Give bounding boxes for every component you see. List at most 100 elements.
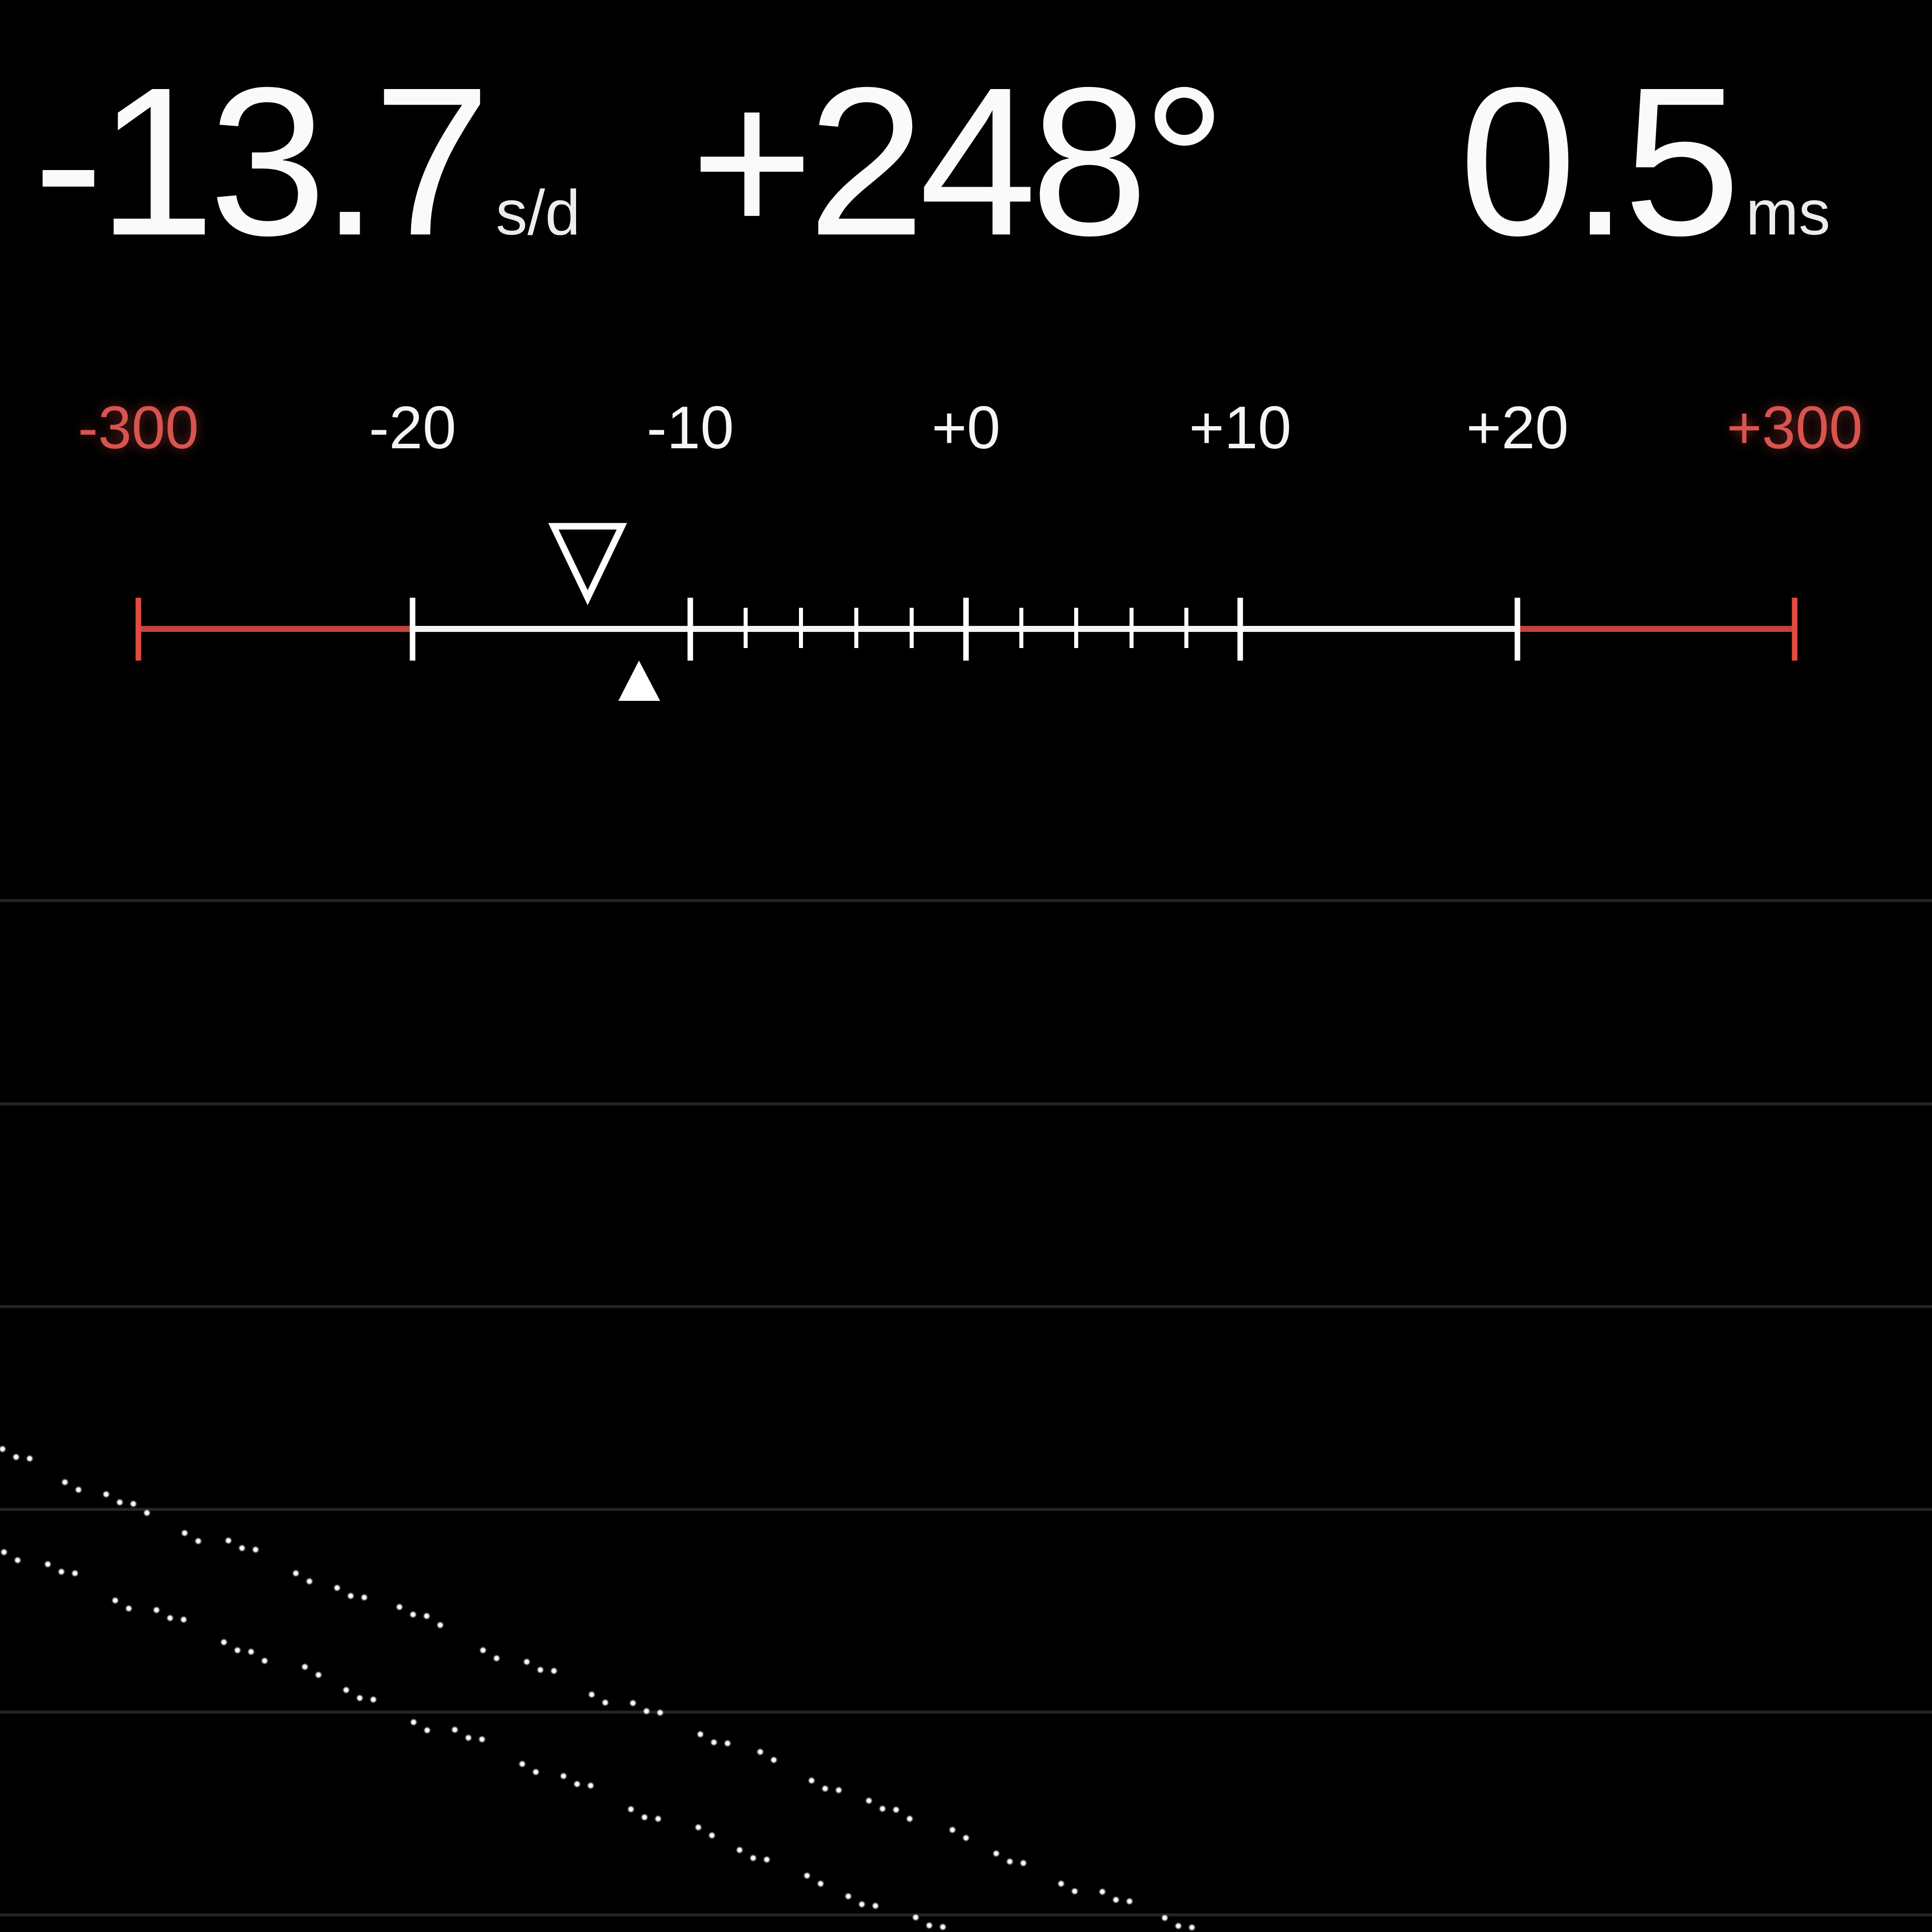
beat-trace-lower-dot xyxy=(1,1549,7,1555)
beat-trace-upper-dot xyxy=(396,1604,403,1610)
beat-trace-upper-dot xyxy=(13,1454,19,1460)
scale-label--300: -300 xyxy=(77,394,199,461)
beat-trace-upper-dot xyxy=(537,1667,543,1673)
beat-trace-upper-dot xyxy=(334,1585,340,1591)
beat-error-unit: ms xyxy=(1745,177,1830,248)
beat-trace-upper-dot xyxy=(348,1593,354,1599)
beat-trace-upper-dot xyxy=(437,1622,443,1628)
beat-trace-upper-dot xyxy=(182,1530,188,1536)
beat-trace-upper-dot xyxy=(893,1807,899,1813)
beat-trace-lower-dot xyxy=(574,1781,580,1787)
beat-trace-lower-dot xyxy=(859,1901,865,1907)
beat-trace-lower-dot xyxy=(764,1857,770,1863)
scale-label--10: -10 xyxy=(647,394,734,461)
beat-trace-upper-dot xyxy=(1162,1915,1168,1921)
beat-trace-lower-dot xyxy=(479,1736,485,1742)
beat-trace-upper-dot xyxy=(1058,1881,1064,1887)
beat-trace-upper-dot xyxy=(1126,1898,1133,1904)
scale-label-+10: +10 xyxy=(1189,394,1292,461)
beat-trace-lower-dot xyxy=(465,1735,471,1741)
beat-trace-upper-dot xyxy=(62,1479,68,1485)
rate-unit: s/d xyxy=(496,177,581,248)
beat-trace-lower-dot xyxy=(588,1783,594,1789)
beat-trace-upper-dot xyxy=(643,1708,650,1714)
beat-trace-upper-dot xyxy=(1189,1924,1195,1930)
scale-label-+20: +20 xyxy=(1466,394,1569,461)
hollow-triangle-marker xyxy=(548,523,627,606)
beat-trace-upper-dot xyxy=(993,1850,999,1857)
beat-trace-lower xyxy=(1,1549,946,1930)
beat-trace-lower-dot xyxy=(221,1639,227,1645)
beat-trace-upper-dot xyxy=(1020,1860,1026,1866)
beat-trace-upper-dot xyxy=(809,1778,815,1784)
beat-trace-lower-dot xyxy=(926,1922,932,1928)
beat-trace-upper-dot xyxy=(1099,1889,1105,1895)
beat-trace-upper-dot xyxy=(822,1786,828,1792)
beat-trace-upper-dot xyxy=(836,1787,842,1793)
beat-trace-dots xyxy=(0,1446,1195,1930)
beat-trace-upper-dot xyxy=(963,1835,969,1841)
beat-trace-upper-dot xyxy=(130,1501,136,1507)
beat-trace-upper-dot xyxy=(144,1510,150,1516)
beat-trace-lower-dot xyxy=(302,1664,308,1670)
beat-trace-lower-dot xyxy=(452,1727,458,1733)
beat-trace-upper-dot xyxy=(1175,1923,1181,1929)
beat-trace-upper-dot xyxy=(602,1700,608,1706)
beat-trace-lower-dot xyxy=(560,1773,567,1779)
trace-gridlines xyxy=(0,899,1932,1916)
beat-trace-lower-dot xyxy=(58,1569,64,1575)
beat-trace-upper-dot xyxy=(361,1594,367,1600)
beat-trace-lower-dot xyxy=(872,1903,878,1909)
beat-trace-upper-dot xyxy=(1113,1897,1119,1903)
rate-readout: -13.7 s/d xyxy=(33,56,580,268)
amplitude-readout: +248° xyxy=(690,56,1232,268)
beat-trace-lower-dot xyxy=(181,1617,187,1623)
rate-ruler xyxy=(131,523,1802,701)
beat-trace-upper-dot xyxy=(879,1806,886,1812)
beat-trace-upper-dot xyxy=(306,1578,312,1584)
beat-trace-lower-dot xyxy=(655,1816,661,1822)
beat-trace-upper-dot xyxy=(1072,1888,1078,1894)
beat-trace-upper-dot xyxy=(27,1456,33,1462)
beat-trace-lower-dot xyxy=(411,1719,417,1725)
beat-trace-upper-dot xyxy=(253,1547,259,1553)
beat-trace-upper-dot xyxy=(866,1798,872,1804)
beat-trace-lower-dot xyxy=(804,1873,810,1879)
beat-trace-lower-dot xyxy=(357,1695,363,1701)
beat-trace-lower-dot xyxy=(370,1697,376,1703)
rate-value: -13.7 xyxy=(33,44,491,280)
beat-trace-upper-dot xyxy=(524,1659,530,1665)
beat-trace-lower-dot xyxy=(424,1727,430,1733)
beat-trace-upper-dot xyxy=(949,1827,955,1833)
beat-trace-lower-dot xyxy=(112,1597,118,1603)
beat-trace-upper-dot xyxy=(725,1740,731,1746)
scale-label-+0: +0 xyxy=(931,394,1001,461)
beat-trace-upper-dot xyxy=(0,1446,6,1452)
beat-trace-lower-dot xyxy=(845,1893,851,1899)
beat-trace-lower-dot xyxy=(519,1761,525,1767)
beat-trace-lower-dot xyxy=(343,1687,349,1693)
solid-triangle-marker xyxy=(618,661,660,701)
beat-trace-lower-dot xyxy=(818,1881,824,1887)
beat-trace-upper-dot xyxy=(494,1655,500,1661)
beat-trace-upper-dot xyxy=(757,1749,763,1755)
beat-trace-upper xyxy=(0,1446,1195,1930)
beat-trace-lower-dot xyxy=(315,1672,321,1678)
beat-trace-lower-dot xyxy=(940,1924,946,1930)
beat-trace-upper-dot xyxy=(480,1647,486,1653)
beat-trace-upper-dot xyxy=(711,1739,717,1745)
beat-trace-lower-dot xyxy=(628,1806,634,1812)
beat-trace-lower-dot xyxy=(913,1914,919,1920)
scale-label--20: -20 xyxy=(369,394,456,461)
beat-trace-lower-dot xyxy=(153,1607,159,1613)
beat-trace-lower-dot xyxy=(262,1658,268,1664)
beat-trace-lower-dot xyxy=(750,1855,756,1861)
beat-error-readout: 0.5 ms xyxy=(1459,56,1830,268)
beat-trace-upper-dot xyxy=(75,1487,82,1493)
beat-trace-lower-dot xyxy=(641,1814,648,1820)
scale-label-+300: +300 xyxy=(1726,394,1863,461)
beat-trace-lower-dot xyxy=(72,1570,78,1576)
beat-trace-upper-dot xyxy=(1007,1859,1013,1865)
beat-trace-upper-dot xyxy=(630,1700,636,1706)
